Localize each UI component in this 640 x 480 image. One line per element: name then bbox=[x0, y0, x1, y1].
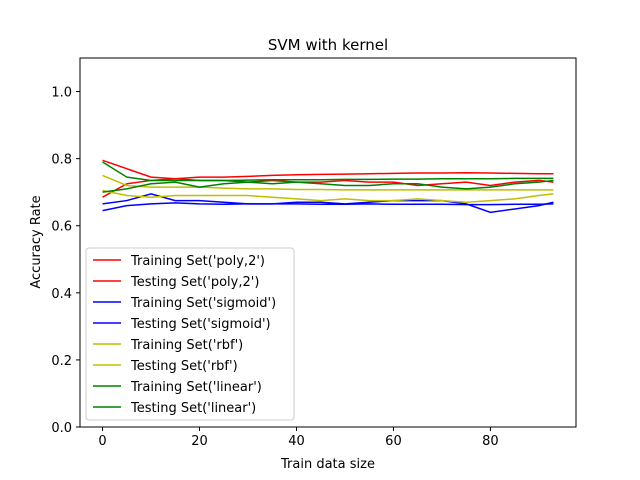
y-tick-label: 0.4 bbox=[51, 287, 72, 302]
x-axis-ticks: 0 20 40 60 80 bbox=[98, 427, 499, 449]
legend-label: Training Set('linear') bbox=[130, 380, 262, 395]
series-line-5 bbox=[102, 189, 554, 204]
y-tick-label: 0.0 bbox=[51, 421, 72, 436]
legend-box bbox=[85, 247, 295, 421]
legend-label: Testing Set('rbf') bbox=[130, 359, 238, 374]
series-line-6 bbox=[102, 161, 554, 182]
legend-label: Training Set('sigmoid') bbox=[130, 296, 276, 311]
series-line-1 bbox=[102, 159, 554, 187]
series-line-4 bbox=[102, 174, 554, 191]
x-tick-label: 60 bbox=[385, 434, 402, 449]
legend-label: Training Set('poly,2') bbox=[130, 254, 265, 269]
y-tick-label: 0.8 bbox=[51, 153, 72, 168]
y-tick-label: 1.0 bbox=[51, 86, 72, 101]
x-tick-label: 80 bbox=[482, 434, 499, 449]
legend: Training Set('poly,2') Testing Set('poly,… bbox=[85, 247, 295, 421]
legend-label: Testing Set('poly,2') bbox=[130, 275, 259, 290]
y-tick-label: 0.2 bbox=[51, 354, 72, 369]
legend-label: Testing Set('sigmoid') bbox=[130, 317, 271, 332]
x-tick-label: 20 bbox=[191, 434, 208, 449]
plot-lines bbox=[102, 159, 554, 214]
y-axis-ticks: 0.0 0.2 0.4 0.6 0.8 1.0 bbox=[51, 86, 80, 436]
x-axis-label: Train data size bbox=[280, 457, 375, 472]
series-line-2 bbox=[102, 202, 554, 212]
series-line-7 bbox=[102, 179, 554, 193]
plot-frame bbox=[79, 57, 577, 428]
x-tick-label: 40 bbox=[288, 434, 305, 449]
legend-label: Training Set('rbf') bbox=[130, 338, 243, 353]
x-tick-label: 0 bbox=[98, 434, 106, 449]
y-tick-label: 0.6 bbox=[51, 220, 72, 235]
y-axis-label: Accuracy Rate bbox=[29, 195, 44, 288]
series-line-3 bbox=[102, 193, 554, 214]
legend-label: Testing Set('linear') bbox=[130, 401, 256, 416]
chart-title: SVM with kernel bbox=[268, 36, 388, 54]
